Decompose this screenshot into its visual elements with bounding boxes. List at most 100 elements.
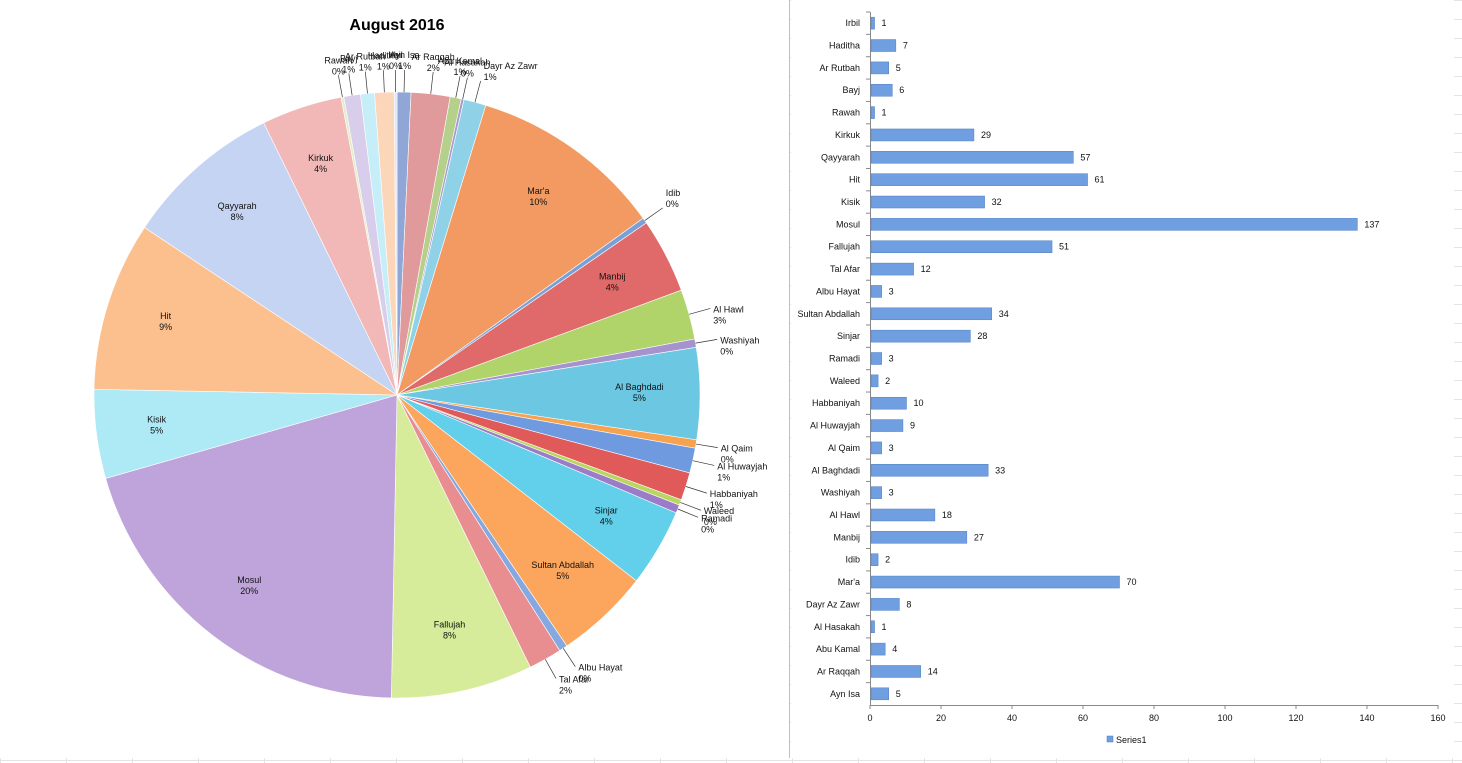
leader-line-tal-afar bbox=[544, 659, 557, 679]
bar-kirkuk[interactable] bbox=[870, 128, 975, 142]
y-tick-label-sultan-abdallah: Sultan Abdallah bbox=[797, 309, 860, 319]
leader-line-idib bbox=[644, 207, 663, 221]
bar-ar-raqqah[interactable] bbox=[870, 665, 921, 678]
y-tick-label-al-huwayjah: Al Huwayjah bbox=[810, 421, 860, 431]
bar-al-baghdadi[interactable] bbox=[870, 464, 989, 477]
pie-label-ar-raqqah: Ar Raqqah 2% bbox=[412, 52, 455, 73]
pie-slice-hit[interactable] bbox=[93, 227, 399, 396]
bar-value-label-mosul: 137 bbox=[1364, 219, 1379, 229]
bar-value-label-al-hasakah: 1 bbox=[882, 622, 887, 632]
bar-albu-hayat[interactable] bbox=[870, 285, 882, 298]
pie-label-habbaniyah: Habbaniyah 1% bbox=[710, 489, 758, 510]
bar-al-qaim[interactable] bbox=[870, 441, 882, 455]
pie-label-al-huwayjah: Al Huwayjah 1% bbox=[717, 461, 767, 482]
bar-idib[interactable] bbox=[870, 553, 879, 566]
bar-abu-kamal[interactable] bbox=[870, 642, 886, 656]
pie-label-waleed: Waleed 0% bbox=[704, 506, 734, 527]
bar-waleed[interactable] bbox=[870, 374, 879, 388]
bar-value-label-albu-hayat: 3 bbox=[889, 286, 894, 296]
bar-dayr-az-zawr[interactable] bbox=[870, 598, 900, 611]
bar-kisik[interactable] bbox=[870, 195, 985, 209]
bar-al-hawl[interactable] bbox=[870, 508, 936, 522]
leader-line-ar-rutbah bbox=[364, 71, 368, 94]
pie-slice-qayyarah[interactable] bbox=[144, 122, 398, 396]
pie-label-abu-kamal: Abu Kamal 1% bbox=[438, 56, 482, 77]
bar-value-label-ramadi: 3 bbox=[889, 354, 894, 364]
leader-line-ayn-isa bbox=[403, 70, 405, 93]
x-tick-label: 80 bbox=[1149, 713, 1159, 723]
y-tick-label-al-hasakah: Al Hasakah bbox=[814, 622, 860, 632]
y-tick-label-abu-kamal: Abu Kamal bbox=[816, 644, 860, 654]
pie-label-al-hasakah: Al Hasakah 0% bbox=[444, 58, 490, 79]
bar-value-label-al-qaim: 3 bbox=[889, 443, 894, 453]
bar-tal-afar[interactable] bbox=[870, 262, 914, 276]
bar-qayyarah[interactable] bbox=[870, 151, 1074, 164]
bar-value-label-al-huwayjah: 9 bbox=[910, 421, 915, 431]
x-tick-label: 100 bbox=[1217, 713, 1232, 723]
bar-al-huwayjah[interactable] bbox=[870, 419, 904, 432]
pie-slice-mar-a[interactable] bbox=[396, 104, 644, 396]
bar-value-label-ayn-isa: 5 bbox=[896, 689, 901, 699]
pie-label-manbij: Manbij 4% bbox=[599, 271, 626, 292]
pie-label-al-baghdadi: Al Baghdadi 5% bbox=[615, 382, 664, 403]
bar-value-label-abu-kamal: 4 bbox=[892, 644, 897, 654]
y-tick-label-fallujah: Fallujah bbox=[828, 242, 860, 252]
chart-title: August 2016 bbox=[349, 17, 444, 34]
y-tick-label-al-baghdadi: Al Baghdadi bbox=[811, 465, 860, 475]
bar-ar-rutbah[interactable] bbox=[870, 61, 889, 75]
y-tick-label-mosul: Mosul bbox=[836, 219, 860, 229]
bar-ramadi[interactable] bbox=[870, 352, 882, 365]
bar-value-label-haditha: 7 bbox=[903, 41, 908, 51]
y-tick-label-rawah: Rawah bbox=[832, 108, 860, 118]
bar-value-label-kisik: 32 bbox=[992, 197, 1002, 207]
leader-line-habbaniyah bbox=[685, 486, 707, 494]
bar-al-hasakah[interactable] bbox=[870, 620, 875, 634]
bar-chart-panel[interactable]: 0 20 40 60 80 100 120 140 160 Irbil Haditha Ar Rutb… bbox=[791, 0, 1454, 758]
pie-label-ramadi: Ramadi 0% bbox=[701, 513, 732, 534]
bar-bayj[interactable] bbox=[870, 83, 893, 97]
pie-label-ar-rutbah: Ar Rutbah 1% bbox=[345, 52, 386, 73]
y-tick-label-irbil: Irbil bbox=[845, 18, 860, 28]
bar-haditha[interactable] bbox=[870, 39, 897, 52]
y-tick-label-al-hawl: Al Hawl bbox=[829, 510, 860, 520]
bar-fallujah[interactable] bbox=[870, 240, 1053, 253]
bar-sultan-abdallah[interactable] bbox=[870, 307, 992, 321]
pie-label-haditha: Haditha 1% bbox=[368, 50, 399, 71]
bar-chart: 0 20 40 60 80 100 120 140 160 Irbil Haditha Ar Rutb… bbox=[797, 11, 1446, 745]
bar-rawah[interactable] bbox=[870, 106, 875, 119]
y-tick-label-waleed: Waleed bbox=[830, 376, 860, 386]
leader-line-dayr-az-zawr bbox=[474, 80, 481, 103]
x-tick-label: 160 bbox=[1430, 713, 1445, 723]
y-tick-label-kisik: Kisik bbox=[841, 197, 861, 207]
x-tick-label: 60 bbox=[1078, 713, 1088, 723]
pie-slice-mosul[interactable] bbox=[105, 394, 398, 699]
y-tick-label-hit: Hit bbox=[849, 175, 860, 185]
y-tick-label-kirkuk: Kirkuk bbox=[835, 130, 861, 140]
bar-value-label-qayyarah: 57 bbox=[1080, 152, 1090, 162]
bar-mosul[interactable] bbox=[870, 218, 1358, 231]
bar-irbil[interactable] bbox=[870, 16, 875, 30]
leader-line-al-hasakah bbox=[462, 77, 468, 100]
pie-label-bayj: Bayj 1% bbox=[340, 54, 358, 75]
pie-chart: August 2016 Ayn Isa 1%Ar Raqqah 2%Abu Kama… bbox=[93, 17, 767, 699]
leader-line-al-hawl bbox=[688, 308, 711, 315]
x-tick-label: 20 bbox=[936, 713, 946, 723]
bar-ayn-isa[interactable] bbox=[870, 687, 889, 701]
pie-label-dayr-az-zawr: Dayr Az Zawr 1% bbox=[484, 61, 538, 82]
pie-label-rawah: Rawah 0% bbox=[324, 55, 352, 76]
bar-habbaniyah[interactable] bbox=[870, 396, 907, 410]
leader-line-waleed bbox=[680, 502, 702, 511]
pie-slice-fallujah[interactable] bbox=[391, 394, 531, 699]
y-tick-label-dayr-az-zawr: Dayr Az Zawr bbox=[806, 599, 860, 609]
bar-mar-a[interactable] bbox=[870, 575, 1120, 589]
bar-washiyah[interactable] bbox=[870, 486, 882, 499]
y-tick-label-idib: Idib bbox=[845, 555, 860, 565]
bar-value-label-dayr-az-zawr: 8 bbox=[906, 599, 911, 609]
bar-sinjar[interactable] bbox=[870, 329, 971, 343]
pie-chart-panel[interactable]: August 2016 Ayn Isa 1% Ar Raqqah 2% Abu Kama… bbox=[0, 0, 790, 758]
bar-manbij[interactable] bbox=[870, 531, 968, 544]
pie-label-qayyarah: Qayyarah 8% bbox=[218, 201, 257, 222]
leader-line-rawah bbox=[338, 75, 343, 98]
pie-label-sinjar: Sinjar 4% bbox=[595, 506, 618, 527]
bar-hit[interactable] bbox=[870, 173, 1088, 186]
